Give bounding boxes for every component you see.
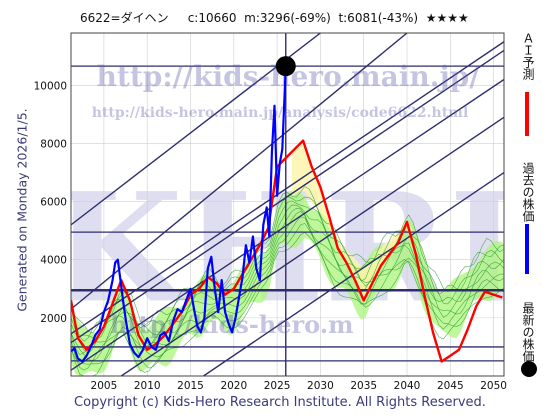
x-tick-label: 2020 — [220, 380, 247, 392]
current-price: c:10660 — [187, 11, 237, 25]
stock-code-name: 6622=ダイヘン — [80, 11, 169, 25]
ai-forecast-line — [71, 139, 503, 363]
trend-line — [120, 116, 504, 376]
legend-latest-label: 最新の株価 — [521, 302, 535, 362]
trend-line — [71, 33, 408, 310]
trend-line — [71, 49, 504, 344]
series-lines — [71, 66, 503, 363]
plot-border — [70, 32, 505, 377]
x-tick-label: 2010 — [134, 380, 161, 392]
legend-past-swatch — [525, 224, 529, 274]
legend-ai-label: ＡＩ予測 — [521, 32, 535, 80]
legend-latest-dot — [521, 361, 537, 377]
target-price: t:6081(-43%) — [338, 11, 419, 25]
forecast-band-upper — [291, 143, 414, 297]
legend: ＡＩ予測 過去の株価 最新の株価 — [521, 32, 552, 412]
x-tick-label: 2015 — [177, 380, 204, 392]
forecast-band — [71, 190, 504, 376]
trend-line — [71, 41, 504, 335]
trend-lines — [71, 33, 504, 376]
copyright-notice: Copyright (c) Kids-Hero Research Institu… — [74, 395, 486, 410]
latest-marker — [275, 56, 296, 77]
y-tick-label: 4000 — [40, 255, 67, 267]
y-tick-label: 6000 — [40, 197, 67, 209]
x-tick-label: 2035 — [350, 380, 377, 392]
watermark-url-bottom: http://kids-hero.m — [110, 310, 354, 339]
legend-ai-swatch — [525, 92, 529, 136]
x-tick-label: 2045 — [437, 380, 464, 392]
past-price-line — [71, 66, 287, 363]
x-tick-label: 2050 — [480, 380, 507, 392]
trend-line — [71, 78, 504, 371]
trend-line — [203, 171, 504, 376]
forecast-line — [71, 186, 504, 334]
latest-price-dot — [275, 56, 296, 77]
grid — [71, 33, 504, 376]
forecast-line — [71, 204, 504, 354]
legend-past-label: 過去の株価 — [521, 162, 535, 222]
x-tick-labels: 2005 2010 2015 2020 2025 2030 2035 2040 2045 2050 — [91, 380, 507, 392]
watermark-url-small: http://kids-hero.main.jp/analysis/code66… — [92, 105, 469, 121]
x-tick-label: 2030 — [307, 380, 334, 392]
forecast-fills — [71, 143, 504, 376]
chart-header: 6622=ダイヘン c:10660 m:3296(-69%) t:6081(-4… — [80, 9, 469, 26]
x-tick-label: 2005 — [91, 380, 118, 392]
rating-stars: ★★★★ — [425, 11, 469, 25]
y-tick-label: 10000 — [34, 80, 67, 92]
y-tick-label: 8000 — [40, 138, 67, 150]
generated-date-label: Generated on Monday 2026/1/5. — [14, 108, 30, 312]
y-tick-label: 2000 — [40, 313, 67, 325]
x-tick-label: 2040 — [394, 380, 421, 392]
y-tick-labels: 2000 4000 6000 8000 10000 — [34, 80, 67, 325]
max-drop: m:3296(-69%) — [244, 11, 331, 25]
x-tick-label: 2025 — [264, 380, 291, 392]
